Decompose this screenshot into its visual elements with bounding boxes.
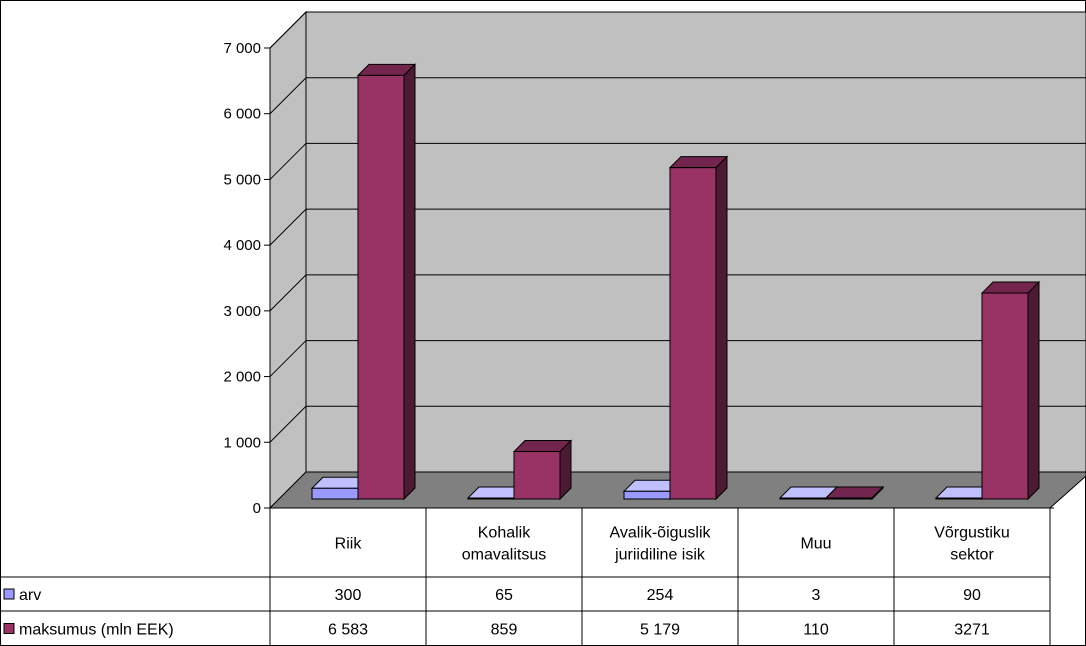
legend-key bbox=[3, 623, 15, 634]
bar-side bbox=[715, 155, 728, 501]
y-tick-label: 5 000 bbox=[223, 171, 261, 188]
gridline-side bbox=[269, 340, 307, 377]
bar-side bbox=[559, 439, 572, 501]
gridline-side bbox=[269, 208, 307, 246]
x-tick-label: Võrgustiku bbox=[934, 525, 1010, 542]
x-tick-label: Kohalik bbox=[478, 525, 531, 542]
bar-side bbox=[403, 63, 416, 501]
bar bbox=[623, 490, 671, 500]
legend-label: arv bbox=[19, 587, 41, 604]
legend-key bbox=[3, 588, 15, 600]
x-tick-label: omavalitsus bbox=[462, 547, 546, 564]
y-tick-label: 1 000 bbox=[223, 434, 261, 451]
bar-side bbox=[1027, 280, 1040, 501]
x-tick-label: juriidiline isik bbox=[614, 547, 706, 564]
bar bbox=[513, 451, 561, 500]
bar bbox=[779, 497, 827, 500]
bar bbox=[467, 497, 515, 500]
data-label: 3 bbox=[812, 587, 821, 604]
data-label: 254 bbox=[647, 587, 674, 604]
x-tick-label: sektor bbox=[950, 547, 994, 564]
data-label: 65 bbox=[495, 587, 513, 604]
data-label: 300 bbox=[335, 587, 362, 604]
gridline-side bbox=[269, 405, 307, 443]
data-label: 6 583 bbox=[328, 622, 368, 639]
y-tick-label: 3 000 bbox=[223, 303, 261, 320]
x-tick-label: Avalik-õiguslik bbox=[609, 525, 711, 542]
bar bbox=[669, 167, 717, 500]
y-tick-label: 7 000 bbox=[223, 40, 261, 57]
y-tick-label: 4 000 bbox=[223, 237, 261, 254]
y-tick-label: 0 bbox=[253, 500, 261, 517]
data-label: 859 bbox=[491, 622, 518, 639]
data-label: 3271 bbox=[954, 622, 990, 639]
x-tick-label: Riik bbox=[335, 536, 363, 553]
gridline-side bbox=[269, 77, 307, 115]
data-label: 110 bbox=[803, 622, 829, 639]
bar bbox=[357, 74, 405, 500]
gridline-side bbox=[269, 143, 307, 180]
bar bbox=[825, 497, 873, 500]
gridline-side bbox=[269, 274, 307, 312]
bar bbox=[935, 497, 983, 500]
gridline-side bbox=[269, 11, 307, 49]
data-label: 90 bbox=[963, 587, 981, 604]
legend-label: maksumus (mln EEK) bbox=[19, 622, 174, 639]
bar bbox=[311, 487, 359, 500]
side-wall bbox=[269, 10, 307, 510]
data-label: 5 179 bbox=[640, 622, 680, 639]
bar bbox=[981, 292, 1029, 500]
y-tick-label: 6 000 bbox=[223, 106, 261, 123]
x-tick-label: Muu bbox=[800, 536, 831, 553]
y-tick-label: 2 000 bbox=[223, 369, 261, 386]
